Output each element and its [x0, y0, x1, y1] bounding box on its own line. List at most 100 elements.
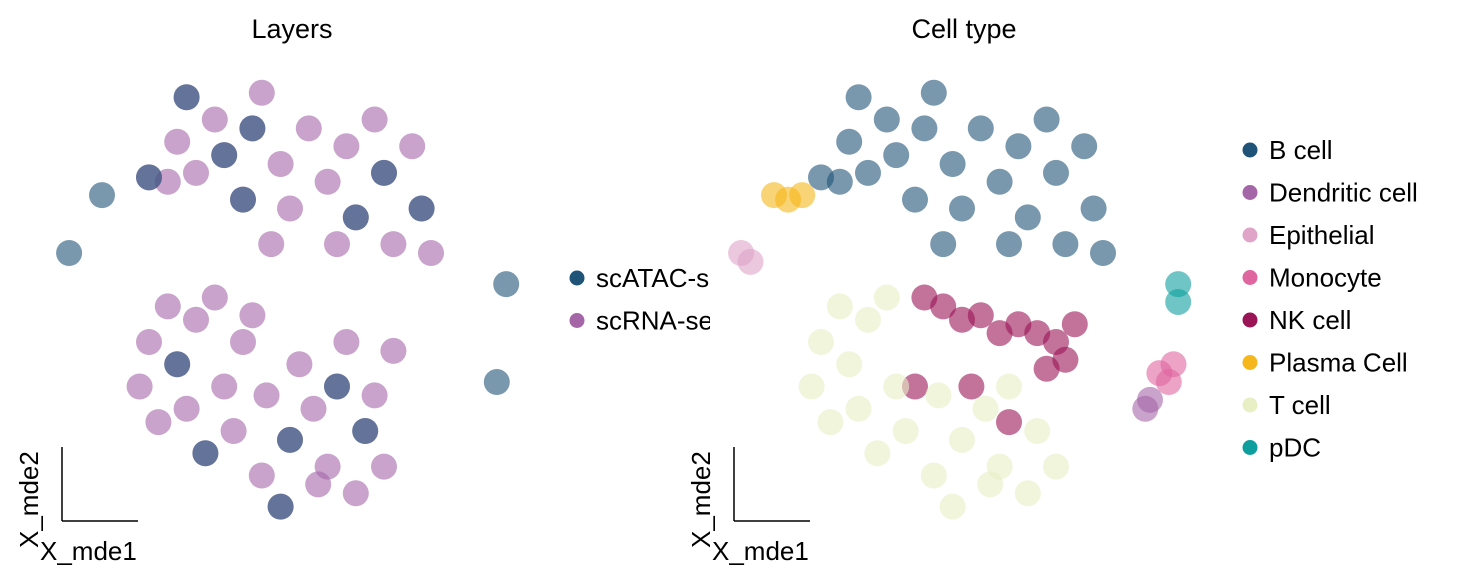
legend-marker: [1242, 397, 1258, 413]
point: [126, 373, 153, 400]
point: [996, 409, 1022, 436]
point: [342, 480, 369, 507]
point: [920, 79, 947, 106]
point: [230, 329, 256, 355]
point: [342, 204, 369, 231]
point: [230, 186, 256, 213]
point: [836, 351, 863, 378]
legend: scRNA-seq scATAC-seq: [569, 263, 727, 336]
point: [371, 159, 397, 186]
point: [239, 302, 266, 329]
point: [925, 382, 952, 409]
point: [314, 168, 341, 195]
point: [173, 395, 200, 422]
point: [902, 186, 928, 213]
legend-label: T cell: [1269, 390, 1331, 420]
point: [949, 426, 975, 453]
point: [305, 471, 332, 498]
chart-title: Cell type: [911, 14, 1016, 44]
point: [248, 79, 275, 106]
point: [192, 440, 219, 467]
point: [1014, 204, 1041, 231]
point: [1033, 106, 1060, 133]
point: [253, 382, 280, 409]
point: [826, 168, 853, 195]
legend-marker: [1242, 355, 1258, 370]
point: [911, 115, 938, 142]
legend-marker: [1242, 142, 1258, 158]
point: [864, 440, 891, 467]
point: [154, 293, 181, 320]
point: [295, 115, 322, 142]
point: [56, 240, 83, 266]
point: [1080, 195, 1107, 222]
point: [808, 329, 834, 355]
point: [1043, 453, 1069, 480]
y-axis-label: X_mde2: [14, 451, 44, 548]
chart-title: Layers: [251, 14, 332, 44]
point: [286, 351, 313, 378]
point: [817, 409, 844, 436]
point: [1005, 133, 1032, 160]
point: [136, 164, 162, 191]
point: [892, 418, 919, 444]
legend-label: B cell: [1269, 135, 1333, 165]
point: [920, 462, 947, 489]
point: [845, 395, 872, 422]
point: [483, 369, 510, 396]
point: [277, 426, 303, 453]
point: [333, 133, 360, 160]
x-axis-label: X_mde1: [712, 536, 809, 566]
point: [408, 195, 435, 222]
point: [183, 306, 209, 333]
point: [1132, 395, 1159, 422]
point: [258, 231, 285, 258]
point: [1165, 288, 1192, 315]
point: [902, 373, 928, 400]
point: [324, 373, 350, 400]
point: [967, 302, 994, 329]
point: [972, 395, 999, 422]
point: [201, 106, 228, 133]
legend-label: Epithelial: [1269, 220, 1375, 250]
point: [380, 337, 407, 364]
point: [958, 373, 985, 400]
point: [239, 115, 266, 142]
point: [493, 271, 520, 298]
point: [855, 306, 881, 333]
legend-marker: [1242, 185, 1258, 200]
point: [967, 115, 994, 142]
points: [56, 79, 520, 520]
legend-marker: [1242, 227, 1258, 243]
point: [211, 373, 238, 400]
point: [836, 128, 863, 155]
point: [1071, 133, 1098, 160]
point: [949, 195, 975, 222]
legend-label: scRNA-seq: [596, 306, 727, 336]
legend-label: Plasma Cell: [1269, 348, 1408, 378]
point: [930, 293, 957, 320]
points: [728, 79, 1192, 520]
legend-label: pDC: [1269, 433, 1321, 463]
legend-marker: [1242, 440, 1258, 455]
point: [939, 493, 966, 520]
legend-label: NK cell: [1269, 305, 1351, 335]
point: [845, 84, 872, 111]
point: [183, 159, 209, 186]
legend-marker: [1242, 270, 1258, 285]
point: [1014, 480, 1041, 507]
point: [300, 395, 327, 422]
point: [977, 471, 1004, 498]
point: [1061, 311, 1088, 338]
point: [986, 168, 1013, 195]
point: [136, 329, 162, 355]
point: [1165, 271, 1192, 298]
point: [1033, 355, 1060, 382]
point: [211, 142, 238, 169]
point: [996, 373, 1022, 400]
point: [267, 151, 294, 177]
x-axis-label: X_mde1: [40, 536, 137, 566]
point: [248, 462, 275, 489]
point: [361, 382, 388, 409]
